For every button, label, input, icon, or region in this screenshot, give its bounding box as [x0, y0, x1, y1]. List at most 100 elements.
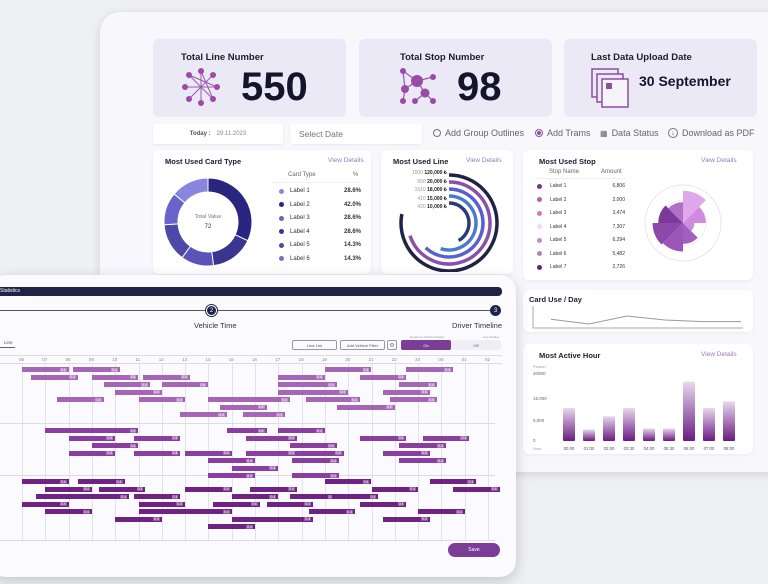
trip-bar[interactable]: 0.4	[208, 473, 255, 478]
save-button[interactable]: Save	[448, 543, 500, 557]
view-details-link[interactable]: View Details	[701, 351, 737, 358]
trip-bar[interactable]: 0.4	[208, 458, 255, 463]
trip-bar[interactable]: 0.4	[245, 435, 297, 441]
trip-bar[interactable]: 0.4	[68, 450, 116, 456]
settings-button[interactable]: ⚙	[387, 340, 397, 350]
date-picker-input[interactable]	[290, 124, 422, 144]
view-details-link[interactable]: View Details	[466, 157, 502, 164]
trip-bar[interactable]: 0.4	[418, 509, 465, 514]
trip-bar[interactable]: 0.4	[383, 516, 430, 522]
trip-bar[interactable]: 0.4	[45, 509, 92, 514]
trip-bar[interactable]: 0.4	[231, 465, 279, 471]
trip-bar[interactable]: 0.4	[308, 509, 356, 514]
trip-bar[interactable]: 0.4	[292, 458, 339, 463]
trip-bar[interactable]: 0.4	[336, 404, 395, 410]
trip-bar[interactable]: 0.4	[77, 479, 125, 484]
trip-bar[interactable]: 0.4	[278, 428, 325, 433]
trip-bar[interactable]: 0.4	[213, 501, 260, 507]
trip-bar[interactable]: 0.4	[306, 397, 360, 402]
trip-bar-label: 0.4	[176, 502, 184, 506]
trip-bar[interactable]: 0.4	[399, 443, 447, 448]
trip-bar[interactable]: 0.4	[278, 389, 349, 395]
trip-bar[interactable]: 0.4	[45, 428, 139, 433]
trip-bar[interactable]: 0.4	[289, 494, 337, 499]
trip-bar[interactable]: 0.4	[138, 501, 186, 507]
trip-bar[interactable]: 0.4	[324, 367, 372, 372]
trip-bar[interactable]: 0.4	[266, 501, 314, 507]
line-list-button[interactable]: Line List	[292, 340, 337, 350]
trip-bar-label: 0.4	[222, 451, 230, 455]
trip-bar[interactable]: 0.4	[138, 509, 232, 514]
trip-bar[interactable]: 0.4	[185, 486, 232, 492]
trip-bar[interactable]: 0.4	[91, 374, 139, 380]
vehicle-filter-button[interactable]: Add Vehicle Filter	[340, 340, 385, 350]
trip-bar[interactable]: 0.4	[292, 473, 339, 478]
trip-bar[interactable]: 0.4	[133, 435, 181, 441]
trip-bar[interactable]: 0.4	[103, 382, 151, 387]
trip-bar[interactable]: 0.4	[138, 397, 186, 402]
data-status-button[interactable]: ▦ Data Status	[600, 128, 659, 138]
trip-bar[interactable]: 0.4	[231, 494, 279, 499]
trip-bar[interactable]: 0.4	[22, 501, 69, 507]
trip-bar[interactable]: 0.4	[220, 404, 267, 410]
trip-bar[interactable]: 0.4	[296, 450, 344, 456]
trip-bar[interactable]: 0.4	[371, 486, 419, 492]
trip-bar[interactable]: 0.4	[133, 494, 181, 499]
trip-bar[interactable]: 0.4	[331, 494, 379, 499]
trip-bar[interactable]: 0.4	[22, 479, 69, 484]
trip-bar[interactable]: 0.4	[245, 450, 297, 456]
trip-bar[interactable]: 0.4	[243, 412, 286, 417]
trip-bar[interactable]: 0.4	[359, 501, 407, 507]
toggle-off[interactable]: Off	[451, 340, 501, 350]
download-pdf-button[interactable]: ↓ Download as PDF	[668, 128, 755, 138]
trip-bar[interactable]: 0.4	[133, 450, 181, 456]
trip-bar[interactable]: 0.4	[56, 397, 104, 402]
trip-bar[interactable]: 0.4	[68, 435, 116, 441]
trip-bar[interactable]: 0.4	[278, 382, 337, 387]
trip-bar[interactable]: 0.4	[45, 486, 92, 492]
trip-bar-label: 0.4	[59, 502, 67, 506]
trip-bar[interactable]: 0.4	[422, 435, 470, 441]
trip-bar[interactable]: 0.4	[406, 367, 454, 372]
add-group-outlines-radio[interactable]: Add Group Outlines	[433, 128, 524, 138]
trip-bar[interactable]: 0.4	[289, 443, 337, 448]
trip-bar[interactable]: 0.4	[324, 479, 372, 484]
trip-bar[interactable]: 0.4	[250, 486, 297, 492]
trip-bar-label: 0.4	[136, 487, 144, 491]
trip-bar[interactable]: 0.4	[35, 494, 130, 499]
trip-bar[interactable]: 0.4	[208, 524, 255, 529]
trip-bar[interactable]: 0.4	[359, 435, 407, 441]
trip-bar[interactable]: 0.4	[22, 367, 69, 372]
trip-bar[interactable]: 0.4	[453, 486, 500, 492]
trip-bar[interactable]: 0.4	[359, 374, 407, 380]
trip-bar-label: 0.4	[288, 436, 295, 440]
trip-bar[interactable]: 0.4	[73, 367, 120, 372]
y-tick-label: 0	[533, 438, 536, 443]
trip-bar[interactable]: 0.4	[161, 382, 209, 387]
trip-bar[interactable]: 0.4	[208, 397, 290, 402]
trip-bar[interactable]: 0.4	[399, 382, 437, 387]
trip-bar[interactable]: 0.4	[115, 516, 162, 522]
toggle-on[interactable]: On	[401, 340, 451, 350]
trip-bar[interactable]: 0.4	[98, 486, 146, 492]
trip-bar[interactable]: 0.4	[390, 397, 437, 402]
trip-bar[interactable]: 0.4	[429, 479, 477, 484]
tab-line[interactable]: Line	[0, 340, 15, 348]
trip-bar[interactable]: 0.4	[383, 450, 430, 456]
trip-bar[interactable]: 0.4	[180, 412, 228, 417]
add-trams-radio[interactable]: Add Trams	[535, 128, 591, 138]
trip-bar[interactable]: 0.4	[31, 374, 78, 380]
trip-bar[interactable]: 0.4	[143, 374, 190, 380]
trip-bar[interactable]: 0.4	[278, 374, 325, 380]
trip-bar[interactable]: 0.4	[383, 389, 430, 395]
trip-bar[interactable]: 0.4	[185, 450, 232, 456]
trip-bar[interactable]: 0.4	[115, 389, 162, 395]
step-3-indicator[interactable]: 3	[490, 305, 501, 316]
trip-bar[interactable]: 0.4	[399, 458, 447, 463]
trip-bar[interactable]: 0.4	[227, 428, 267, 433]
view-details-link[interactable]: View Details	[328, 157, 364, 164]
step-2-indicator[interactable]: 2	[206, 305, 217, 316]
trip-bar[interactable]: 0.4	[266, 516, 314, 522]
view-details-link[interactable]: View Details	[701, 157, 737, 164]
trip-bar[interactable]: 0.4	[91, 443, 139, 448]
